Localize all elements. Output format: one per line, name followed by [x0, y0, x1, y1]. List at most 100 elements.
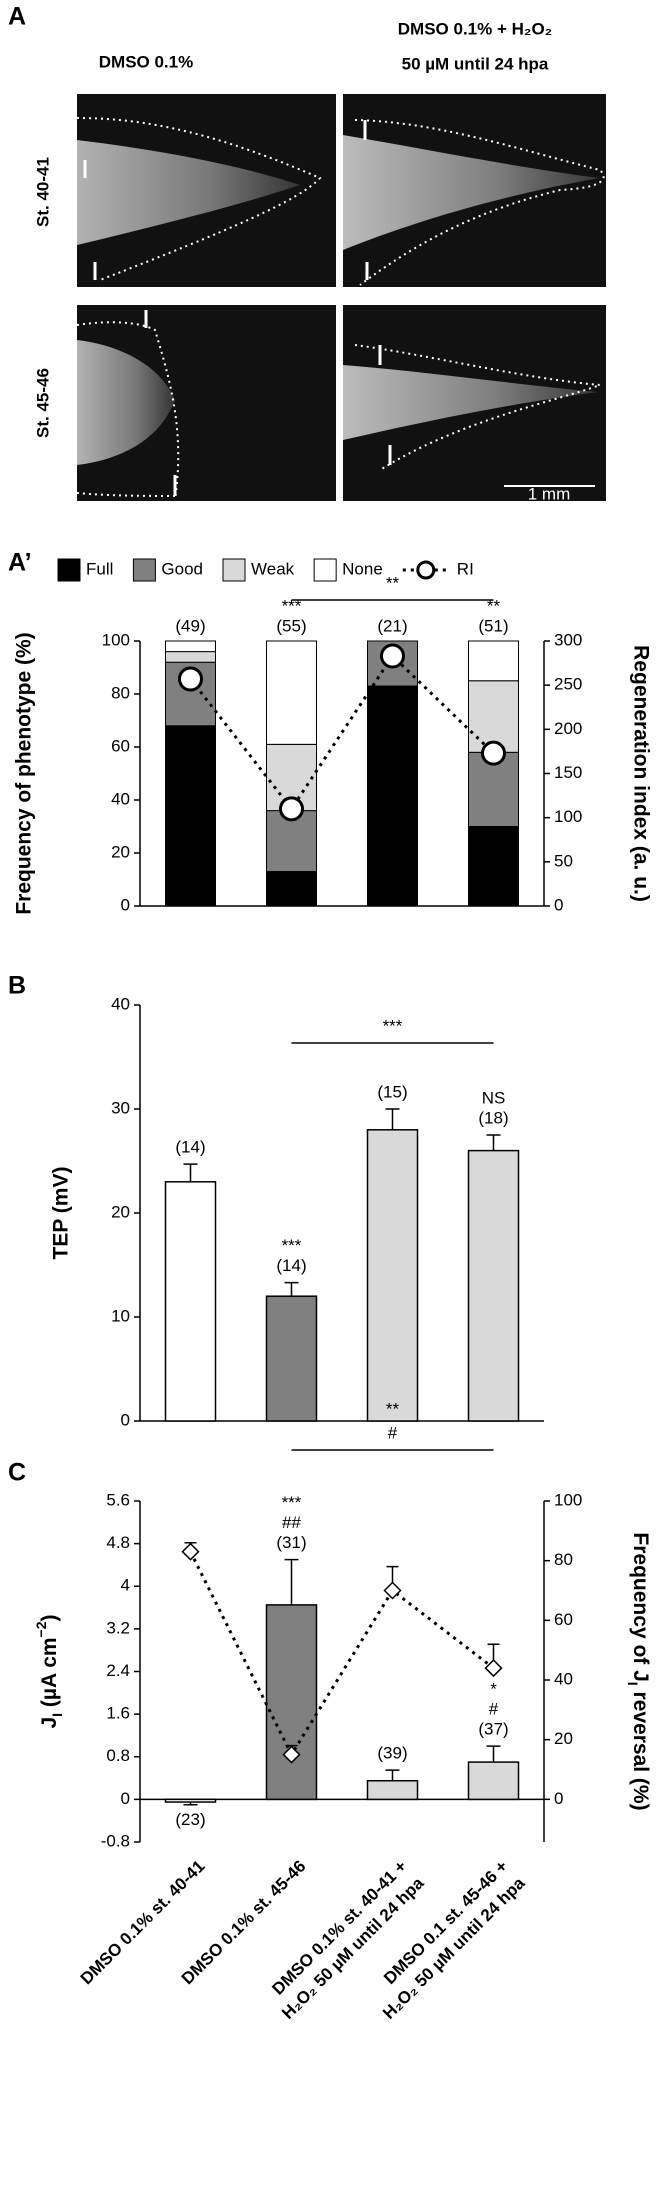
y-tick-label: 2.4 — [106, 1661, 130, 1680]
axis-label-part: I — [49, 1713, 65, 1717]
axis-label-part: Frequency of J — [629, 1532, 652, 1681]
legend-label: Weak — [251, 559, 295, 578]
micrograph: 1 mm — [343, 305, 606, 503]
y-tick-label: 40 — [111, 789, 130, 808]
y-tick-label: 0 — [121, 895, 130, 914]
y-tick-label: 40 — [111, 994, 130, 1013]
sample-size: (51) — [478, 616, 508, 635]
bar-segment — [468, 680, 519, 753]
panel-label: B — [8, 972, 26, 1000]
bar — [265, 1604, 318, 1801]
y2-tick-label: 200 — [554, 719, 582, 738]
y2-tick-label: 40 — [554, 1669, 573, 1688]
legend-swatch — [57, 558, 81, 582]
bar-segment — [165, 640, 216, 653]
panel-label: C — [8, 1459, 26, 1487]
bar-segment — [468, 640, 519, 682]
bar — [467, 1149, 520, 1422]
line — [189, 653, 495, 812]
axis-label-part: I — [625, 1682, 641, 1686]
y2-tick-label: 20 — [554, 1729, 573, 1748]
micrograph — [343, 94, 606, 287]
marker — [181, 1542, 200, 1561]
significance: *** — [282, 596, 302, 615]
y2-tick-label: 300 — [554, 630, 582, 649]
legend-label: None — [342, 559, 383, 578]
row-title: St. 40-41 — [33, 157, 52, 227]
sample-size: (15) — [377, 1082, 407, 1101]
y2-tick-label: 60 — [554, 1610, 573, 1629]
y-tick-label: 10 — [111, 1306, 130, 1325]
marker — [380, 643, 405, 669]
y-tick-label: 20 — [111, 842, 130, 861]
axis-label: TEP (mV) — [50, 1167, 73, 1260]
column-title: 50 µM until 24 hpa — [402, 54, 549, 73]
y2-tick-label: 0 — [554, 1789, 563, 1808]
y-tick-label: 80 — [111, 683, 130, 702]
sample-size: (49) — [175, 616, 205, 635]
y2-tick-label: 80 — [554, 1550, 573, 1569]
micrograph — [76, 305, 336, 501]
sample-size: (14) — [276, 1256, 306, 1275]
y-tick-label: 4 — [121, 1576, 130, 1595]
axis-label: Regeneration index (a. u.) — [629, 645, 652, 902]
legend-label: Good — [161, 559, 203, 578]
bar — [467, 1761, 520, 1801]
bracket-label: *** — [383, 1016, 403, 1035]
marker — [282, 1745, 301, 1764]
bracket-label: ** — [386, 1399, 400, 1418]
marker — [178, 666, 203, 692]
y2-tick-label: 100 — [554, 1490, 582, 1509]
scale-bar-label: 1 mm — [528, 484, 571, 503]
bar — [164, 1798, 217, 1803]
significance: ## — [282, 1513, 301, 1532]
axis-label-part: (µA cm — [38, 1637, 61, 1713]
y-tick-label: 20 — [111, 1202, 130, 1221]
sample-size: (37) — [478, 1720, 508, 1739]
sample-size: (39) — [377, 1744, 407, 1763]
axis-label: Frequency of JI reversal (%) — [625, 1532, 652, 1810]
bracket-label: # — [388, 1423, 398, 1442]
error-bar — [284, 1558, 299, 1605]
error-bar — [385, 1108, 400, 1130]
y-tick-label: 5.6 — [106, 1490, 130, 1509]
bracket-label: ** — [386, 573, 400, 592]
significance: # — [489, 1700, 499, 1719]
bar — [265, 1295, 318, 1422]
bar-segment — [266, 640, 317, 745]
marker — [383, 1581, 402, 1600]
sample-size: (31) — [276, 1533, 306, 1552]
sample-size: (55) — [276, 616, 306, 635]
significance: *** — [282, 1493, 302, 1512]
legend-swatch — [132, 558, 156, 582]
bar-segment — [367, 685, 418, 907]
y2-tick-label: 100 — [554, 807, 582, 826]
bar — [366, 1129, 419, 1422]
y-tick-label: 0 — [121, 1410, 130, 1429]
significance: ** — [487, 596, 501, 615]
y2-tick-label: 0 — [554, 895, 563, 914]
legend-swatch — [313, 558, 337, 582]
bar — [366, 1779, 419, 1801]
line — [189, 1551, 495, 1758]
y-tick-label: 0.8 — [106, 1746, 130, 1765]
bar — [164, 1181, 217, 1422]
micrograph — [76, 94, 336, 287]
sample-size: (23) — [175, 1810, 205, 1829]
significance: * — [490, 1680, 497, 1699]
sample-size: (18) — [478, 1108, 508, 1127]
axis-label-part: −2 — [33, 1621, 49, 1637]
axis-label-part: reversal (%) — [629, 1686, 652, 1811]
axis-label-part: J — [38, 1717, 61, 1729]
sample-size: (21) — [377, 616, 407, 635]
legend-swatch — [222, 558, 246, 582]
legend-label: RI — [457, 559, 474, 578]
axis-label-part: ) — [38, 1614, 61, 1621]
legend-marker — [416, 560, 436, 580]
y-tick-label: -0.8 — [101, 1831, 130, 1850]
y-tick-label: 4.8 — [106, 1533, 130, 1552]
row-title: St. 45-46 — [33, 368, 52, 438]
y-tick-label: 100 — [102, 630, 130, 649]
